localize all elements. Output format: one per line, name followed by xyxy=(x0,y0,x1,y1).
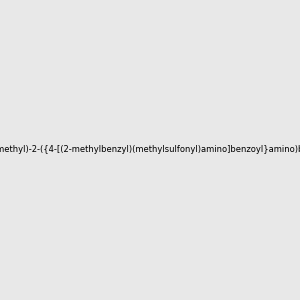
Text: N-(2-furylmethyl)-2-({4-[(2-methylbenzyl)(methylsulfonyl)amino]benzoyl}amino)ben: N-(2-furylmethyl)-2-({4-[(2-methylbenzyl… xyxy=(0,146,300,154)
